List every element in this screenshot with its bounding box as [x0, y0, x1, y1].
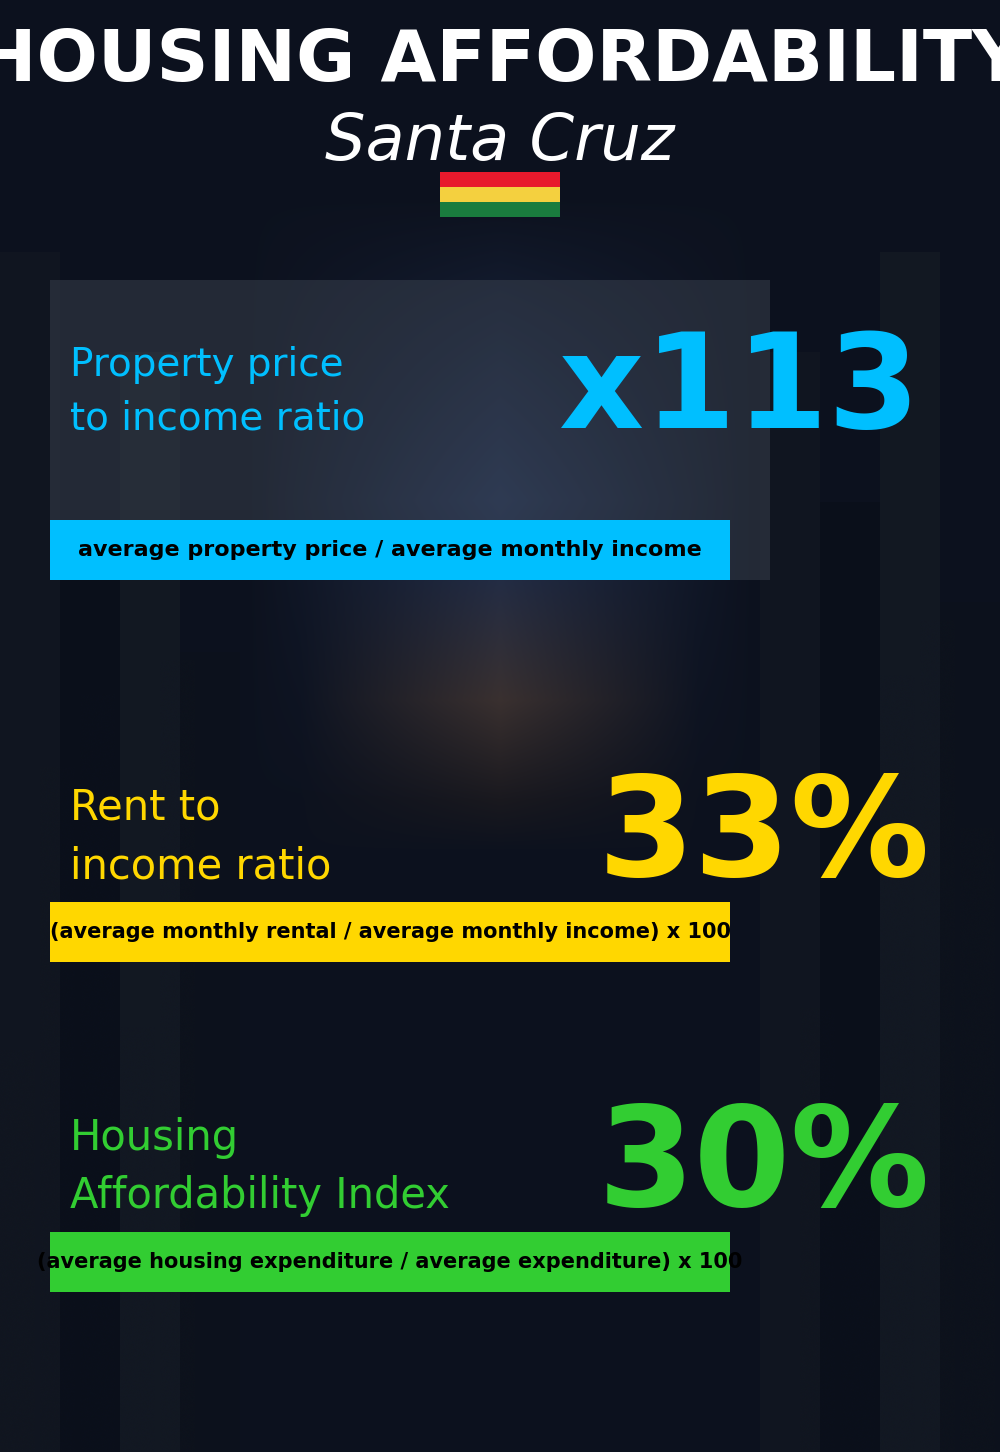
Bar	[50, 280, 770, 579]
Bar	[880, 253, 940, 1452]
Bar	[50, 902, 730, 963]
Text: 33%: 33%	[598, 770, 930, 905]
Text: HOUSING AFFORDABILITY: HOUSING AFFORDABILITY	[0, 28, 1000, 96]
Text: Housing
Affordability Index: Housing Affordability Index	[70, 1117, 450, 1217]
Text: x113: x113	[559, 328, 920, 456]
Bar	[440, 202, 560, 216]
Text: 30%: 30%	[598, 1099, 930, 1234]
Bar	[940, 603, 1000, 1452]
Text: Santa Cruz: Santa Cruz	[325, 110, 675, 173]
Bar	[180, 652, 240, 1452]
Text: average property price / average monthly income: average property price / average monthly…	[78, 540, 702, 560]
Bar	[820, 502, 880, 1452]
Bar	[50, 1231, 730, 1292]
Text: (average monthly rental / average monthly income) x 100: (average monthly rental / average monthl…	[50, 922, 730, 942]
Bar	[440, 171, 560, 187]
Text: Rent to
income ratio: Rent to income ratio	[70, 787, 331, 887]
Text: (average housing expenditure / average expenditure) x 100: (average housing expenditure / average e…	[37, 1252, 743, 1272]
Text: Property price
to income ratio: Property price to income ratio	[70, 347, 365, 437]
Bar	[760, 351, 820, 1452]
Bar	[60, 552, 120, 1452]
Bar	[120, 351, 180, 1452]
Bar	[0, 253, 60, 1452]
Bar	[440, 187, 560, 202]
Bar	[50, 520, 730, 579]
